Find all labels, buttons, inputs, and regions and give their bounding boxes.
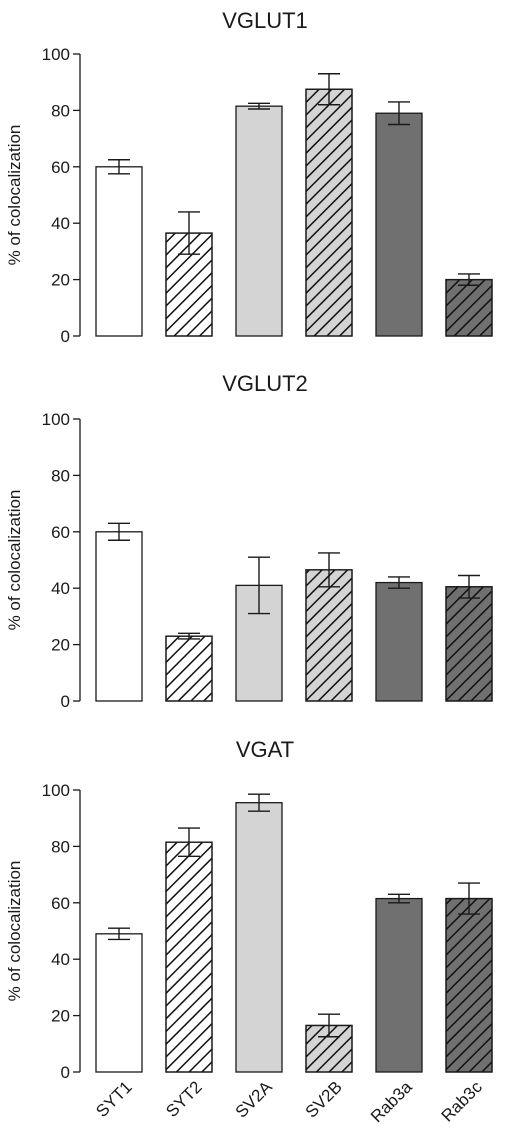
chart-title: VGAT bbox=[236, 737, 294, 762]
y-tick-label: 80 bbox=[51, 837, 70, 856]
bar-hatch-rab3c bbox=[445, 278, 493, 337]
y-tick-label: 100 bbox=[42, 45, 70, 64]
x-tick-label-syt2: SYT2 bbox=[162, 1077, 206, 1121]
y-axis-label: % of colocalization bbox=[5, 490, 24, 631]
chart-panel-vglut1: VGLUT1 0 20 40 60 80 100 % of colocalization bbox=[5, 8, 493, 346]
bar-syt1 bbox=[95, 166, 143, 337]
chart-title: VGLUT2 bbox=[222, 371, 308, 396]
bar-rab3a bbox=[375, 581, 423, 702]
y-tick-label: 100 bbox=[42, 410, 70, 429]
y-tick-label: 0 bbox=[61, 327, 70, 346]
y-tick-label: 60 bbox=[51, 894, 70, 913]
bar-rab3a bbox=[375, 112, 423, 337]
y-tick-label: 40 bbox=[51, 214, 70, 233]
bar-sv2a bbox=[235, 802, 283, 1073]
y-tick-label: 40 bbox=[51, 579, 70, 598]
x-tick-label-rab3a: Rab3a bbox=[367, 1077, 416, 1126]
y-tick-label: 0 bbox=[61, 692, 70, 711]
y-tick-label: 0 bbox=[61, 1063, 70, 1082]
y-tick-label: 20 bbox=[51, 1007, 70, 1026]
chart-panel-vgat: VGAT 0 20 40 60 80 100 % of colocalization bbox=[5, 737, 493, 1082]
bar-hatch-syt2 bbox=[165, 841, 213, 1073]
x-tick-label-rab3c: Rab3c bbox=[438, 1077, 487, 1126]
bar-hatch-syt2 bbox=[165, 635, 213, 702]
chart-panel-vglut2: VGLUT2 0 20 40 60 80 100 % of colocalization bbox=[5, 371, 493, 711]
y-axis-label: % of colocalization bbox=[5, 861, 24, 1002]
bar-hatch-rab3c bbox=[445, 586, 493, 702]
y-tick-label: 20 bbox=[51, 271, 70, 290]
y-tick-label: 40 bbox=[51, 950, 70, 969]
y-axis-label: % of colocalization bbox=[5, 125, 24, 266]
bar-hatch-rab3c bbox=[445, 897, 493, 1073]
y-tick-label: 60 bbox=[51, 158, 70, 177]
bar-hatch-sv2b bbox=[305, 88, 353, 337]
y-tick-label: 60 bbox=[51, 523, 70, 542]
bar-hatch-sv2b bbox=[305, 569, 353, 702]
bar-syt1 bbox=[95, 531, 143, 702]
x-tick-label-syt1: SYT1 bbox=[92, 1077, 136, 1121]
bar-rab3a bbox=[375, 897, 423, 1073]
y-tick-label: 100 bbox=[42, 781, 70, 800]
chart-title: VGLUT1 bbox=[222, 8, 308, 33]
bar-sv2a bbox=[235, 105, 283, 337]
y-tick-label: 80 bbox=[51, 466, 70, 485]
x-tick-label-sv2b: SV2B bbox=[302, 1077, 346, 1121]
bar-syt1 bbox=[95, 933, 143, 1073]
y-tick-label: 20 bbox=[51, 636, 70, 655]
x-tick-label-sv2a: SV2A bbox=[232, 1077, 277, 1122]
y-tick-label: 80 bbox=[51, 101, 70, 120]
